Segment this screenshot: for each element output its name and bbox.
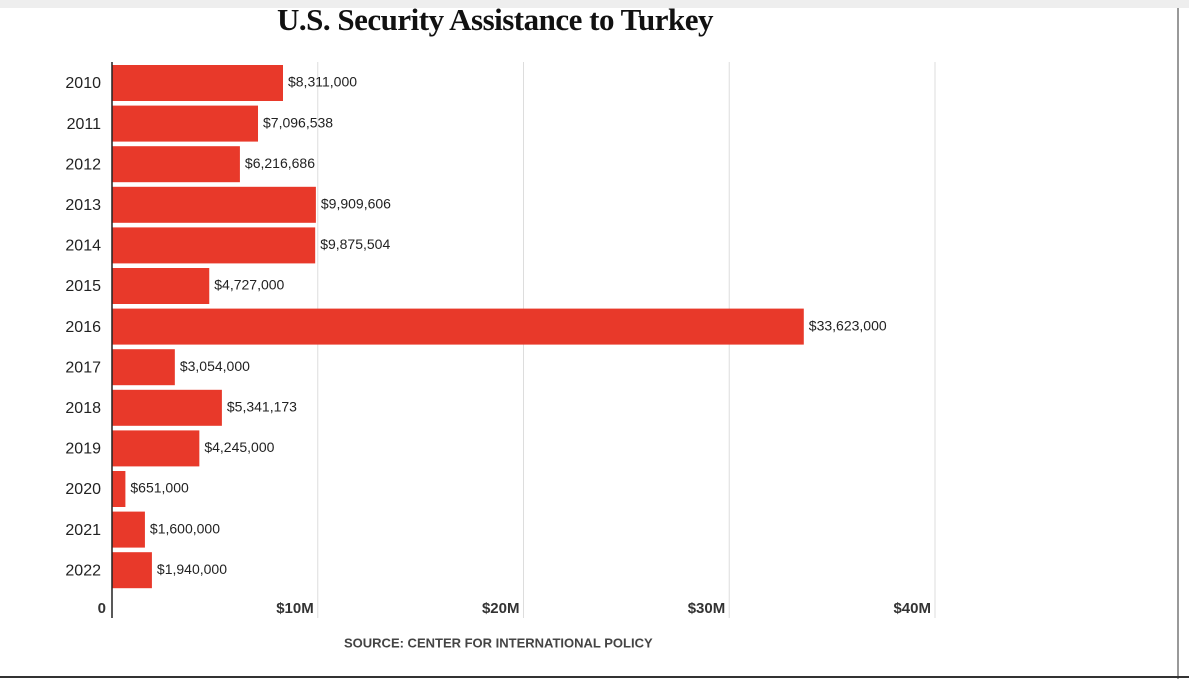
- value-label: $4,727,000: [214, 277, 284, 293]
- y-tick-label: 2019: [65, 441, 101, 458]
- bar: [112, 430, 200, 467]
- y-tick-label: 2022: [65, 562, 101, 579]
- bar: [112, 186, 316, 223]
- bar: [112, 146, 240, 183]
- x-tick-label: $20M: [482, 600, 520, 617]
- x-tick-label: $10M: [276, 600, 314, 617]
- bar: [112, 308, 804, 345]
- bar: [112, 389, 222, 426]
- y-tick-label: 2018: [65, 400, 101, 417]
- y-tick-label: 2010: [65, 75, 101, 92]
- bar: [112, 349, 175, 386]
- bar: [112, 227, 316, 264]
- value-label: $1,600,000: [150, 520, 220, 536]
- chart-title: U.S. Security Assistance to Turkey: [277, 2, 714, 37]
- bar: [112, 511, 145, 548]
- y-tick-label: 2017: [65, 359, 101, 376]
- y-tick-label: 2015: [65, 278, 101, 295]
- y-tick-label: 2011: [67, 116, 102, 133]
- bar: [112, 105, 259, 142]
- value-label: $6,216,686: [245, 155, 315, 171]
- bar: [112, 552, 152, 589]
- x-tick-label: $40M: [893, 600, 931, 617]
- y-tick-label: 2016: [65, 319, 101, 336]
- y-tick-label: 2012: [65, 156, 101, 173]
- x-tick-label: $30M: [688, 600, 726, 617]
- value-label: $9,909,606: [321, 196, 391, 212]
- value-label: $1,940,000: [157, 561, 227, 577]
- top-strip: [0, 0, 1189, 8]
- value-label: $5,341,173: [227, 399, 297, 415]
- value-label: $33,623,000: [809, 317, 887, 333]
- value-label: $4,245,000: [204, 439, 274, 455]
- value-label: $7,096,538: [263, 114, 333, 130]
- y-tick-label: 2013: [65, 197, 101, 214]
- y-tick-label: 2014: [65, 238, 101, 255]
- y-tick-label: 2021: [65, 522, 101, 539]
- value-label: $651,000: [130, 480, 189, 496]
- bar: [112, 471, 126, 507]
- y-tick-label: 2020: [65, 481, 101, 498]
- bar: [112, 65, 283, 101]
- bar: [112, 268, 210, 304]
- value-label: $9,875,504: [320, 236, 390, 252]
- source: SOURCE: CENTER FOR INTERNATIONAL POLICY: [344, 635, 653, 650]
- x-tick-label: 0: [98, 600, 106, 617]
- value-label: $8,311,000: [288, 74, 357, 90]
- value-label: $3,054,000: [180, 358, 250, 374]
